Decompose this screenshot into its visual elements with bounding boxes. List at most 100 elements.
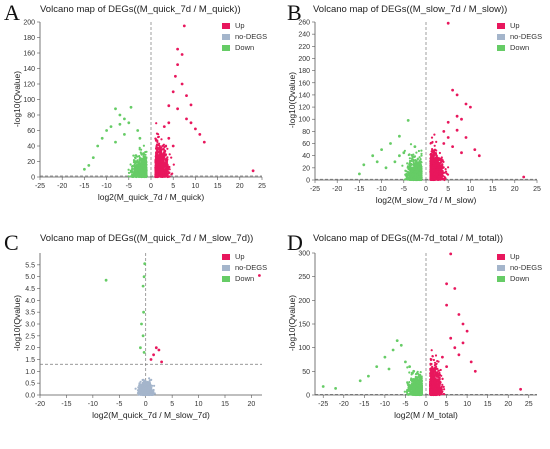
up-point (444, 168, 447, 171)
nodegs-point (140, 393, 143, 396)
down-point (419, 169, 422, 172)
down-point (142, 275, 146, 279)
legend: Up no-DEGS Down (222, 20, 267, 53)
up-point (161, 163, 164, 166)
up-point (251, 169, 255, 173)
up-point (162, 152, 166, 156)
up-point (159, 146, 162, 149)
panel-letter: C (4, 230, 19, 255)
down-point (418, 156, 421, 159)
legend-item-nodegs: no-DEGS (497, 31, 542, 42)
down-point (411, 169, 414, 172)
y-tick-label: 180 (23, 35, 35, 42)
up-point (442, 385, 445, 388)
nodegs-point (144, 382, 147, 385)
down-point (142, 310, 146, 314)
down-point (142, 164, 145, 167)
legend: Up no-DEGS Down (222, 251, 267, 284)
down-point (416, 173, 419, 176)
x-tick-label: -10 (88, 401, 98, 408)
up-point (157, 155, 160, 159)
y-tick-label: 250 (298, 274, 310, 281)
up-point (155, 170, 158, 173)
x-tick-label: -15 (61, 401, 71, 408)
up-point (154, 165, 157, 168)
up-point (157, 348, 161, 352)
down-point (410, 171, 413, 174)
up-point (156, 175, 159, 179)
down-point (143, 166, 146, 169)
up-point (442, 177, 445, 180)
legend: Up no-DEGS Down (497, 20, 542, 53)
up-point (149, 358, 153, 361)
legend-item-up: Up (222, 251, 267, 262)
down-point (418, 172, 421, 175)
down-point (144, 173, 147, 176)
x-tick-label: 25 (525, 401, 533, 408)
down-point (420, 165, 423, 168)
y-tick-label: 150 (298, 322, 310, 329)
legend-item-down: Down (222, 273, 267, 284)
volcano-panel-b: B Volcano map of DEGs((M_slow_7d / M_slo… (275, 0, 550, 225)
chart-title: Volcano map of DEGs((M_slow_7d / M_slow)… (313, 4, 508, 15)
y-tick-label: 0 (306, 393, 310, 400)
down-point (130, 165, 134, 168)
down-point (412, 159, 415, 162)
up-point (451, 88, 454, 92)
legend-label-up: Up (235, 21, 245, 30)
y-tick-label: 60 (302, 141, 310, 148)
down-point (409, 173, 412, 176)
down-point (420, 152, 423, 155)
legend-label-down: Down (235, 274, 255, 283)
down-point (144, 170, 147, 173)
y-tick-label: 1.5 (25, 357, 35, 364)
down-point (410, 177, 413, 180)
up-point (157, 133, 160, 136)
up-point (442, 142, 446, 145)
x-tick-label: 20 (248, 401, 256, 408)
up-point (164, 158, 167, 161)
down-point (134, 162, 137, 165)
y-tick-label: 3.0 (25, 322, 35, 329)
panel-letter: D (287, 230, 303, 255)
up-point (446, 120, 450, 124)
nodegs-point (141, 378, 144, 382)
down-point (140, 322, 143, 326)
down-point (416, 158, 419, 161)
nodegs-point (139, 391, 143, 394)
up-point (154, 346, 158, 350)
up-point (440, 385, 443, 388)
y-tick-label: 2.0 (25, 345, 35, 352)
x-tick-label: 15 (489, 186, 497, 193)
y-tick-label: 120 (23, 82, 35, 89)
y-tick-label: 4.0 (25, 298, 35, 305)
up-point (155, 168, 158, 171)
up-point (429, 141, 432, 145)
up-point (437, 157, 441, 161)
down-point (83, 167, 86, 171)
up-point (162, 143, 165, 146)
up-point (167, 121, 171, 125)
down-point (408, 161, 411, 164)
y-tick-label: 120 (298, 105, 310, 112)
up-point (432, 154, 435, 157)
down-point (137, 173, 140, 176)
y-tick-label: 100 (23, 97, 35, 104)
x-tick-label: -5 (116, 401, 122, 408)
up-point (434, 164, 437, 167)
up-point (156, 143, 159, 146)
down-point (415, 170, 418, 173)
legend-swatch-nodegs (222, 264, 230, 271)
nodegs-point (142, 382, 145, 385)
up-point (434, 354, 438, 357)
legend-swatch-up (497, 22, 505, 29)
down-point (131, 173, 134, 176)
down-point (416, 177, 420, 180)
up-point (170, 173, 173, 176)
up-point (433, 133, 436, 136)
down-point (144, 155, 147, 159)
x-tick-label: 10 (467, 186, 475, 193)
nodegs-point (139, 384, 142, 387)
up-point (441, 159, 444, 162)
up-point (430, 136, 434, 139)
